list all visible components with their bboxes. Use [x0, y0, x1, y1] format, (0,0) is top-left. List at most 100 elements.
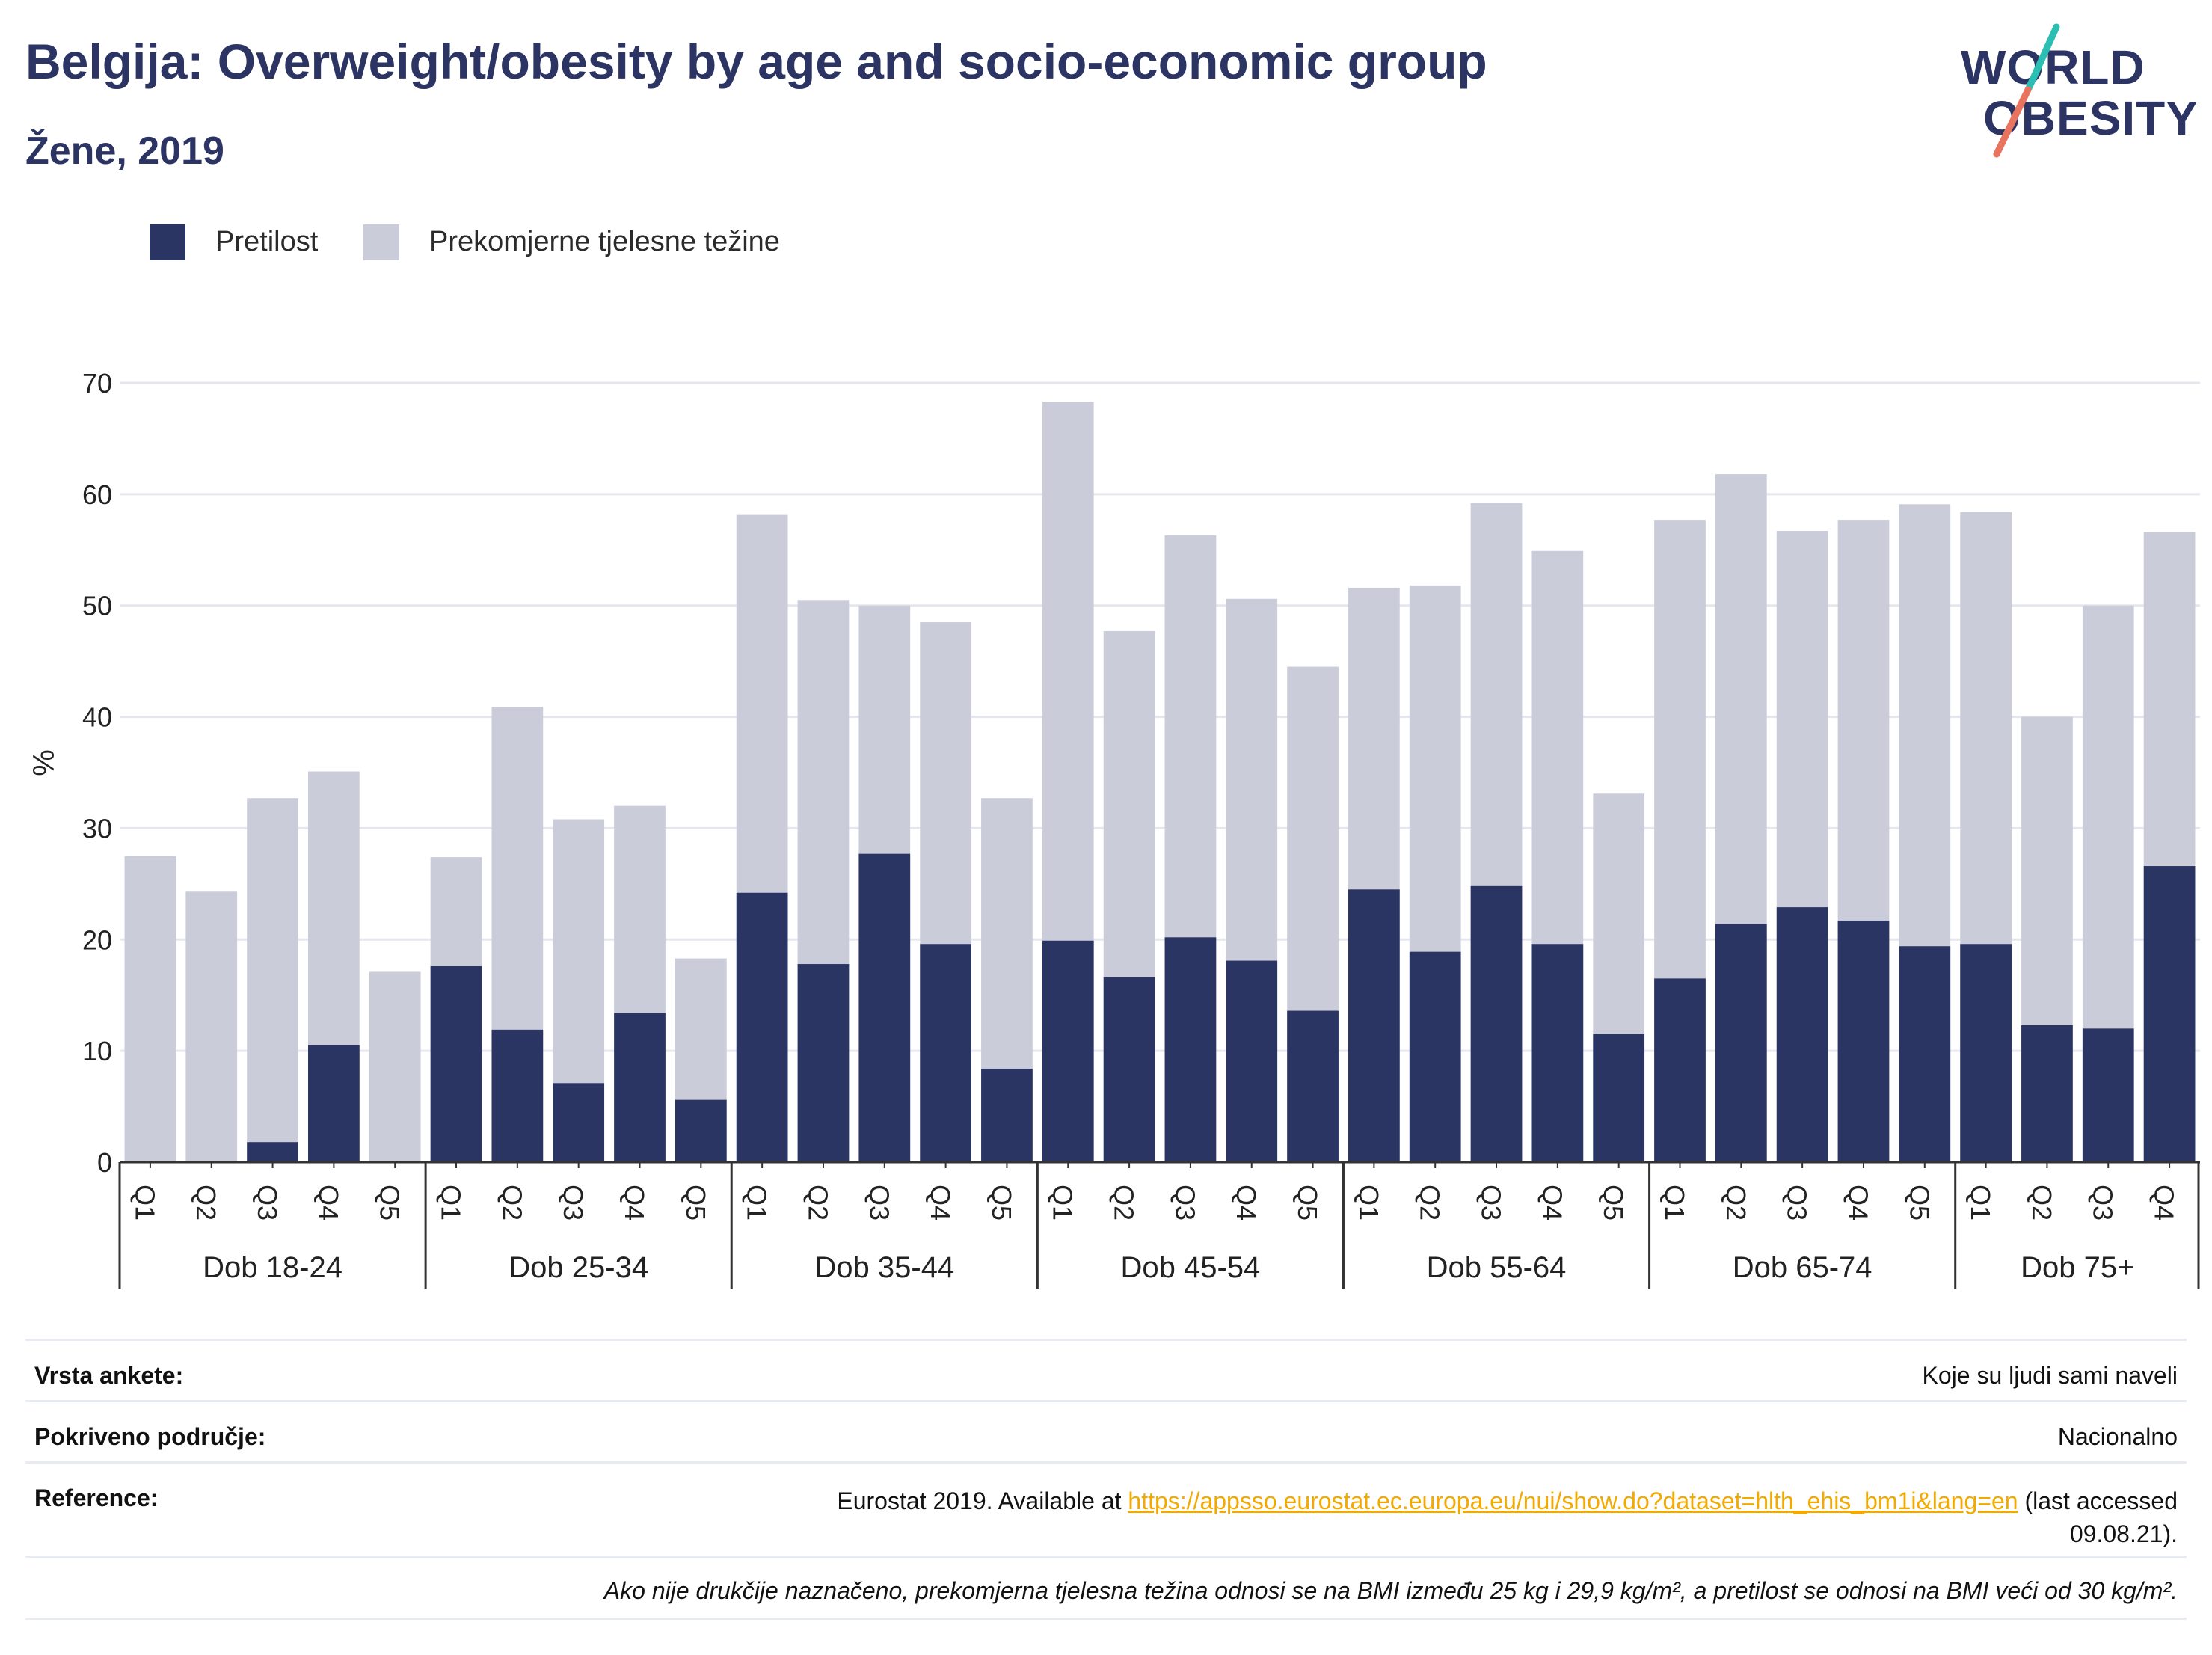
info-row-note: Ako nije drukčije naznačeno, prekomjerna…: [25, 1556, 2187, 1620]
reference-prefix: Eurostat 2019. Available at: [837, 1487, 1128, 1514]
x-tick-label: Q3: [558, 1185, 589, 1220]
legend-label-obesity: Pretilost: [215, 226, 319, 257]
bar-chart: 0 10 20 30 40 50 60 70% Q1 Q2 Q3 Q4 Q5 Q1 Q2 Q3 Q4 Q5 Q1 Q2…: [28, 368, 2200, 1289]
x-tick-label: Q4: [925, 1185, 956, 1220]
x-tick-label: Q1: [742, 1185, 772, 1220]
x-tick-label: Q3: [864, 1185, 894, 1220]
x-tick-label: Q1: [436, 1185, 467, 1220]
x-tick-label: Q2: [497, 1185, 527, 1220]
x-tick-label: Q2: [1721, 1185, 1751, 1220]
y-tick-label: 10: [82, 1036, 112, 1066]
reference-label: Reference:: [34, 1484, 159, 1511]
group-label: Dob 45-54: [1121, 1251, 1261, 1284]
bar-obesity: [1042, 940, 1094, 1162]
bar-overweight: [247, 798, 298, 1162]
x-tick-label: Q5: [1904, 1185, 1935, 1220]
bar-overweight: [369, 971, 421, 1162]
bar-obesity: [2082, 1028, 2134, 1162]
bar-obesity: [614, 1013, 666, 1162]
reference-date: 09.08.21).: [2069, 1520, 2178, 1547]
x-tick-label: Q4: [1537, 1185, 1567, 1220]
x-tick-label: Q3: [252, 1185, 283, 1220]
y-tick-label: 0: [97, 1147, 112, 1178]
bar-obesity: [308, 1045, 360, 1162]
y-tick-label: 50: [82, 591, 112, 621]
bar-obesity: [1960, 944, 2012, 1162]
bar-obesity: [2143, 866, 2196, 1162]
x-tick-label: Q1: [129, 1185, 160, 1220]
x-tick-label: Q4: [313, 1185, 344, 1220]
group-label: Dob 65-74: [1733, 1251, 1872, 1284]
legend-swatch-overweight: [363, 224, 399, 260]
page-subtitle: Žene, 2019: [25, 129, 224, 173]
bar-obesity: [1409, 951, 1461, 1162]
bar-obesity: [1348, 889, 1400, 1162]
y-tick-label: 70: [82, 368, 112, 399]
group-label: Dob 35-44: [814, 1251, 954, 1284]
x-tick-label: Q2: [2027, 1185, 2057, 1220]
bar-obesity: [1715, 924, 1767, 1162]
coverage-label: Pokriveno područje:: [34, 1423, 266, 1450]
bar-obesity: [1531, 944, 1584, 1162]
group-label: Dob 18-24: [203, 1251, 342, 1284]
bar-obesity: [1470, 885, 1523, 1162]
group-label: Dob 75+: [2021, 1251, 2134, 1284]
bar-obesity: [981, 1068, 1033, 1162]
bar-obesity: [430, 966, 482, 1162]
bar-obesity: [675, 1099, 727, 1162]
x-tick-label: Q1: [1354, 1185, 1384, 1220]
world-obesity-logo: WORLD OBESITY: [1944, 21, 2199, 163]
info-row-reference: Reference: Eurostat 2019. Available at h…: [25, 1461, 2187, 1558]
x-tick-label: Q2: [1415, 1185, 1446, 1220]
x-tick-label: Q4: [2149, 1185, 2180, 1220]
legend-swatch-obesity: [150, 224, 185, 260]
x-tick-label: Q3: [1170, 1185, 1200, 1220]
bar-obesity: [1164, 937, 1217, 1162]
bar-obesity: [1287, 1010, 1339, 1162]
x-tick-label: Q1: [1965, 1185, 1996, 1220]
bar-obesity: [247, 1142, 298, 1162]
reference-suffix: (last accessed: [2018, 1487, 2178, 1514]
y-tick-label: 60: [82, 479, 112, 510]
y-tick-label: 20: [82, 924, 112, 955]
x-tick-label: Q2: [802, 1185, 833, 1220]
bar-overweight: [185, 891, 238, 1162]
x-tick-label: Q5: [1292, 1185, 1323, 1220]
legend-label-overweight: Prekomjerne tjelesne težine: [429, 226, 780, 257]
x-tick-label: Q5: [375, 1185, 405, 1220]
x-tick-label: Q4: [1231, 1185, 1262, 1220]
x-tick-label: Q1: [1659, 1185, 1690, 1220]
logo-line-1: WORLD: [1961, 40, 2145, 94]
x-tick-label: Q5: [986, 1185, 1017, 1220]
y-tick-label: 30: [82, 813, 112, 844]
group-label: Dob 25-34: [509, 1251, 648, 1284]
bar-obesity: [1899, 946, 1951, 1162]
x-tick-label: Q3: [2088, 1185, 2119, 1220]
bar-obesity: [491, 1029, 544, 1162]
x-tick-label: Q2: [1109, 1185, 1140, 1220]
bar-obesity: [858, 853, 911, 1162]
x-tick-label: Q5: [1598, 1185, 1629, 1220]
survey-type-label: Vrsta ankete:: [34, 1362, 184, 1389]
reference-value: Eurostat 2019. Available at https://apps…: [458, 1484, 2178, 1550]
reference-link[interactable]: https://appsso.eurostat.ec.europa.eu/nui…: [1128, 1487, 2018, 1514]
x-tick-label: Q3: [1782, 1185, 1813, 1220]
survey-type-value: Koje su ljudi sami naveli: [1922, 1362, 2178, 1389]
info-row-coverage: Pokriveno područje: Nacionalno: [25, 1400, 2187, 1464]
bar-obesity: [1103, 977, 1155, 1162]
bar-overweight: [124, 856, 176, 1162]
info-row-survey-type: Vrsta ankete: Koje su ljudi sami naveli: [25, 1339, 2187, 1402]
bar-obesity: [1837, 920, 1890, 1162]
x-tick-label: Q4: [1843, 1185, 1873, 1220]
bar-obesity: [553, 1083, 605, 1162]
y-tick-label: 40: [82, 702, 112, 733]
bar-obesity: [1226, 960, 1278, 1162]
bar-obesity: [1776, 907, 1828, 1162]
x-tick-label: Q5: [681, 1185, 711, 1220]
group-label: Dob 55-64: [1427, 1251, 1567, 1284]
coverage-value: Nacionalno: [2057, 1423, 2178, 1450]
x-tick-label: Q3: [1476, 1185, 1507, 1220]
bar-obesity: [1593, 1034, 1645, 1162]
bar-obesity: [2021, 1025, 2073, 1162]
logo-slash-icon: [1993, 23, 2060, 158]
